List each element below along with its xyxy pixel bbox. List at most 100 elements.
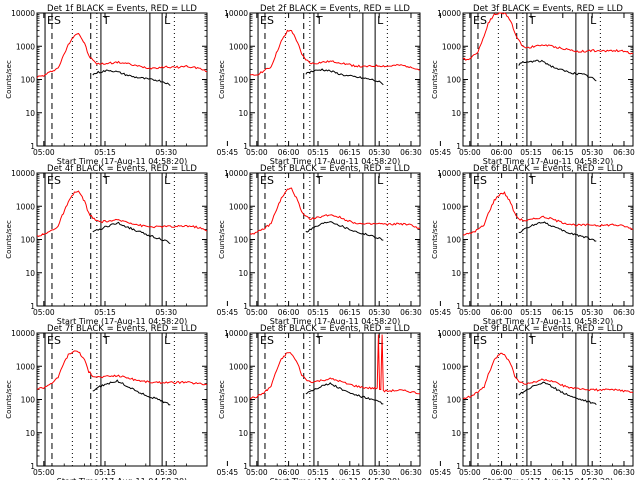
x-tick-label: 06:15 — [339, 468, 361, 477]
x-tick-label: 06:30 — [613, 468, 635, 477]
y-axis-label: Counts/sec — [5, 380, 13, 419]
interval-marker-label: L — [377, 14, 384, 27]
y-tick-label: 10 — [238, 429, 248, 438]
y-axis-label: Counts/sec — [218, 60, 226, 99]
interval-marker-label: S — [267, 174, 274, 187]
panel-title: Det 9f BLACK = Events, RED = LLD — [473, 324, 623, 334]
interval-marker-label: S — [54, 174, 61, 187]
y-tick-label: 100 — [21, 236, 36, 245]
y-tick-label: 10000 — [437, 169, 461, 178]
x-tick-label: 06:30 — [400, 468, 422, 477]
lld-series-line — [462, 191, 634, 236]
panel-2: Det 2f BLACK = Events, RED = LLD11010010… — [218, 4, 635, 166]
y-tick-label: 100 — [21, 396, 36, 405]
x-tick-label: 05:45 — [217, 468, 239, 477]
x-tick-label: 05:15 — [520, 148, 542, 157]
interval-marker-label: L — [164, 334, 171, 347]
panel-4: Det 4f BLACK = Events, RED = LLD11010010… — [5, 164, 422, 326]
panel-9: Det 9f BLACK = Events, RED = LLD 1 10 100 10… — [431, 324, 634, 480]
plot-frame — [249, 172, 421, 307]
x-tick-label: 05:30 — [581, 308, 603, 317]
y-tick-label: 10 — [238, 269, 248, 278]
y-tick-label: 1000 — [16, 42, 35, 51]
y-tick-label: 10 — [238, 109, 248, 118]
x-tick-label: 05:00 — [246, 468, 268, 477]
interval-marker-label: E — [260, 174, 267, 187]
y-tick-label: 1 — [456, 302, 461, 311]
x-axis-label: Start Time (17-Aug-11 04:58:20) — [57, 317, 188, 326]
plot-frame — [36, 12, 208, 147]
y-tick-label: 1 — [243, 142, 248, 151]
interval-marker-label: S — [267, 14, 274, 27]
interval-marker-label: T — [528, 174, 536, 187]
y-axis-label: Counts/sec — [431, 380, 439, 419]
panel-title: Det 5f BLACK = Events, RED = LLD — [260, 164, 410, 174]
x-tick-label: 06:00 — [278, 148, 300, 157]
x-tick-label: 05:00 — [459, 308, 481, 317]
x-tick-label: 05:30 — [368, 148, 390, 157]
y-tick-label: 100 — [234, 396, 249, 405]
x-axis-label: Start Time (17-Aug-11 04:58:20) — [270, 477, 401, 480]
events-series-line — [518, 59, 597, 82]
y-tick-label: 1000 — [16, 362, 35, 371]
y-tick-label: 100 — [21, 76, 36, 85]
x-axis-label: Start Time (17-Aug-11 04:58:20) — [57, 157, 188, 166]
y-tick-label: 100 — [447, 236, 462, 245]
interval-marker-label: S — [480, 14, 487, 27]
lld-series-line — [462, 12, 634, 61]
x-tick-label: 05:15 — [520, 468, 542, 477]
y-tick-label: 100 — [447, 76, 462, 85]
interval-marker-label: E — [47, 14, 54, 27]
y-tick-label: 10 — [25, 429, 35, 438]
interval-marker-label: E — [47, 174, 54, 187]
plot-frame — [249, 332, 421, 467]
y-tick-label: 1 — [456, 142, 461, 151]
x-tick-label: 05:30 — [155, 148, 177, 157]
interval-marker-label: T — [315, 334, 323, 347]
x-axis-label: Start Time (17-Aug-11 04:58:20) — [270, 317, 401, 326]
events-series-line — [305, 68, 384, 86]
interval-marker-label: L — [164, 14, 171, 27]
x-tick-label: 05:45 — [430, 308, 452, 317]
interval-marker-label: E — [473, 174, 480, 187]
x-tick-label: 05:00 — [246, 148, 268, 157]
interval-marker-label: T — [528, 14, 536, 27]
interval-marker-label: S — [480, 334, 487, 347]
y-tick-label: 100 — [447, 396, 462, 405]
x-tick-label: 06:00 — [491, 468, 513, 477]
lld-series-line — [462, 352, 634, 400]
x-tick-label: 06:00 — [491, 308, 513, 317]
interval-marker-label: S — [480, 174, 487, 187]
x-tick-label: 05:00 — [33, 148, 55, 157]
panel-title: Det 3f BLACK = Events, RED = LLD — [473, 4, 623, 14]
y-tick-label: 10000 — [224, 9, 248, 18]
y-axis-label: Counts/sec — [5, 220, 13, 259]
x-tick-label: 05:00 — [459, 148, 481, 157]
panel-6: Det 6f BLACK = Events, RED = LLD 1 10 100 10… — [431, 164, 634, 326]
plot-frame — [462, 12, 634, 147]
plot-frame — [462, 332, 634, 467]
interval-marker-label: T — [102, 14, 110, 27]
x-tick-label: 05:45 — [430, 148, 452, 157]
x-tick-label: 06:15 — [552, 308, 574, 317]
interval-marker-label: L — [590, 174, 597, 187]
x-tick-label: 05:30 — [581, 468, 603, 477]
interval-marker-label: S — [54, 14, 61, 27]
events-series-line — [92, 379, 171, 406]
panel-5: Det 5f BLACK = Events, RED = LLD 1 10 100 10… — [218, 164, 635, 326]
x-tick-label: 05:30 — [368, 308, 390, 317]
x-tick-label: 05:30 — [368, 468, 390, 477]
lld-series-line — [36, 350, 208, 390]
interval-marker-label: L — [590, 334, 597, 347]
y-tick-label: 10 — [451, 109, 461, 118]
y-tick-label: 1000 — [442, 362, 461, 371]
x-tick-label: 05:30 — [155, 308, 177, 317]
y-tick-label: 100 — [234, 236, 249, 245]
panel-title: Det 8f BLACK = Events, RED = LLD — [260, 324, 410, 334]
lld-series-line — [249, 29, 421, 76]
x-tick-label: 05:15 — [307, 468, 329, 477]
events-series-line — [92, 221, 171, 245]
plot-frame — [249, 12, 421, 147]
y-tick-label: 10000 — [11, 169, 35, 178]
lld-series-line — [36, 32, 208, 79]
